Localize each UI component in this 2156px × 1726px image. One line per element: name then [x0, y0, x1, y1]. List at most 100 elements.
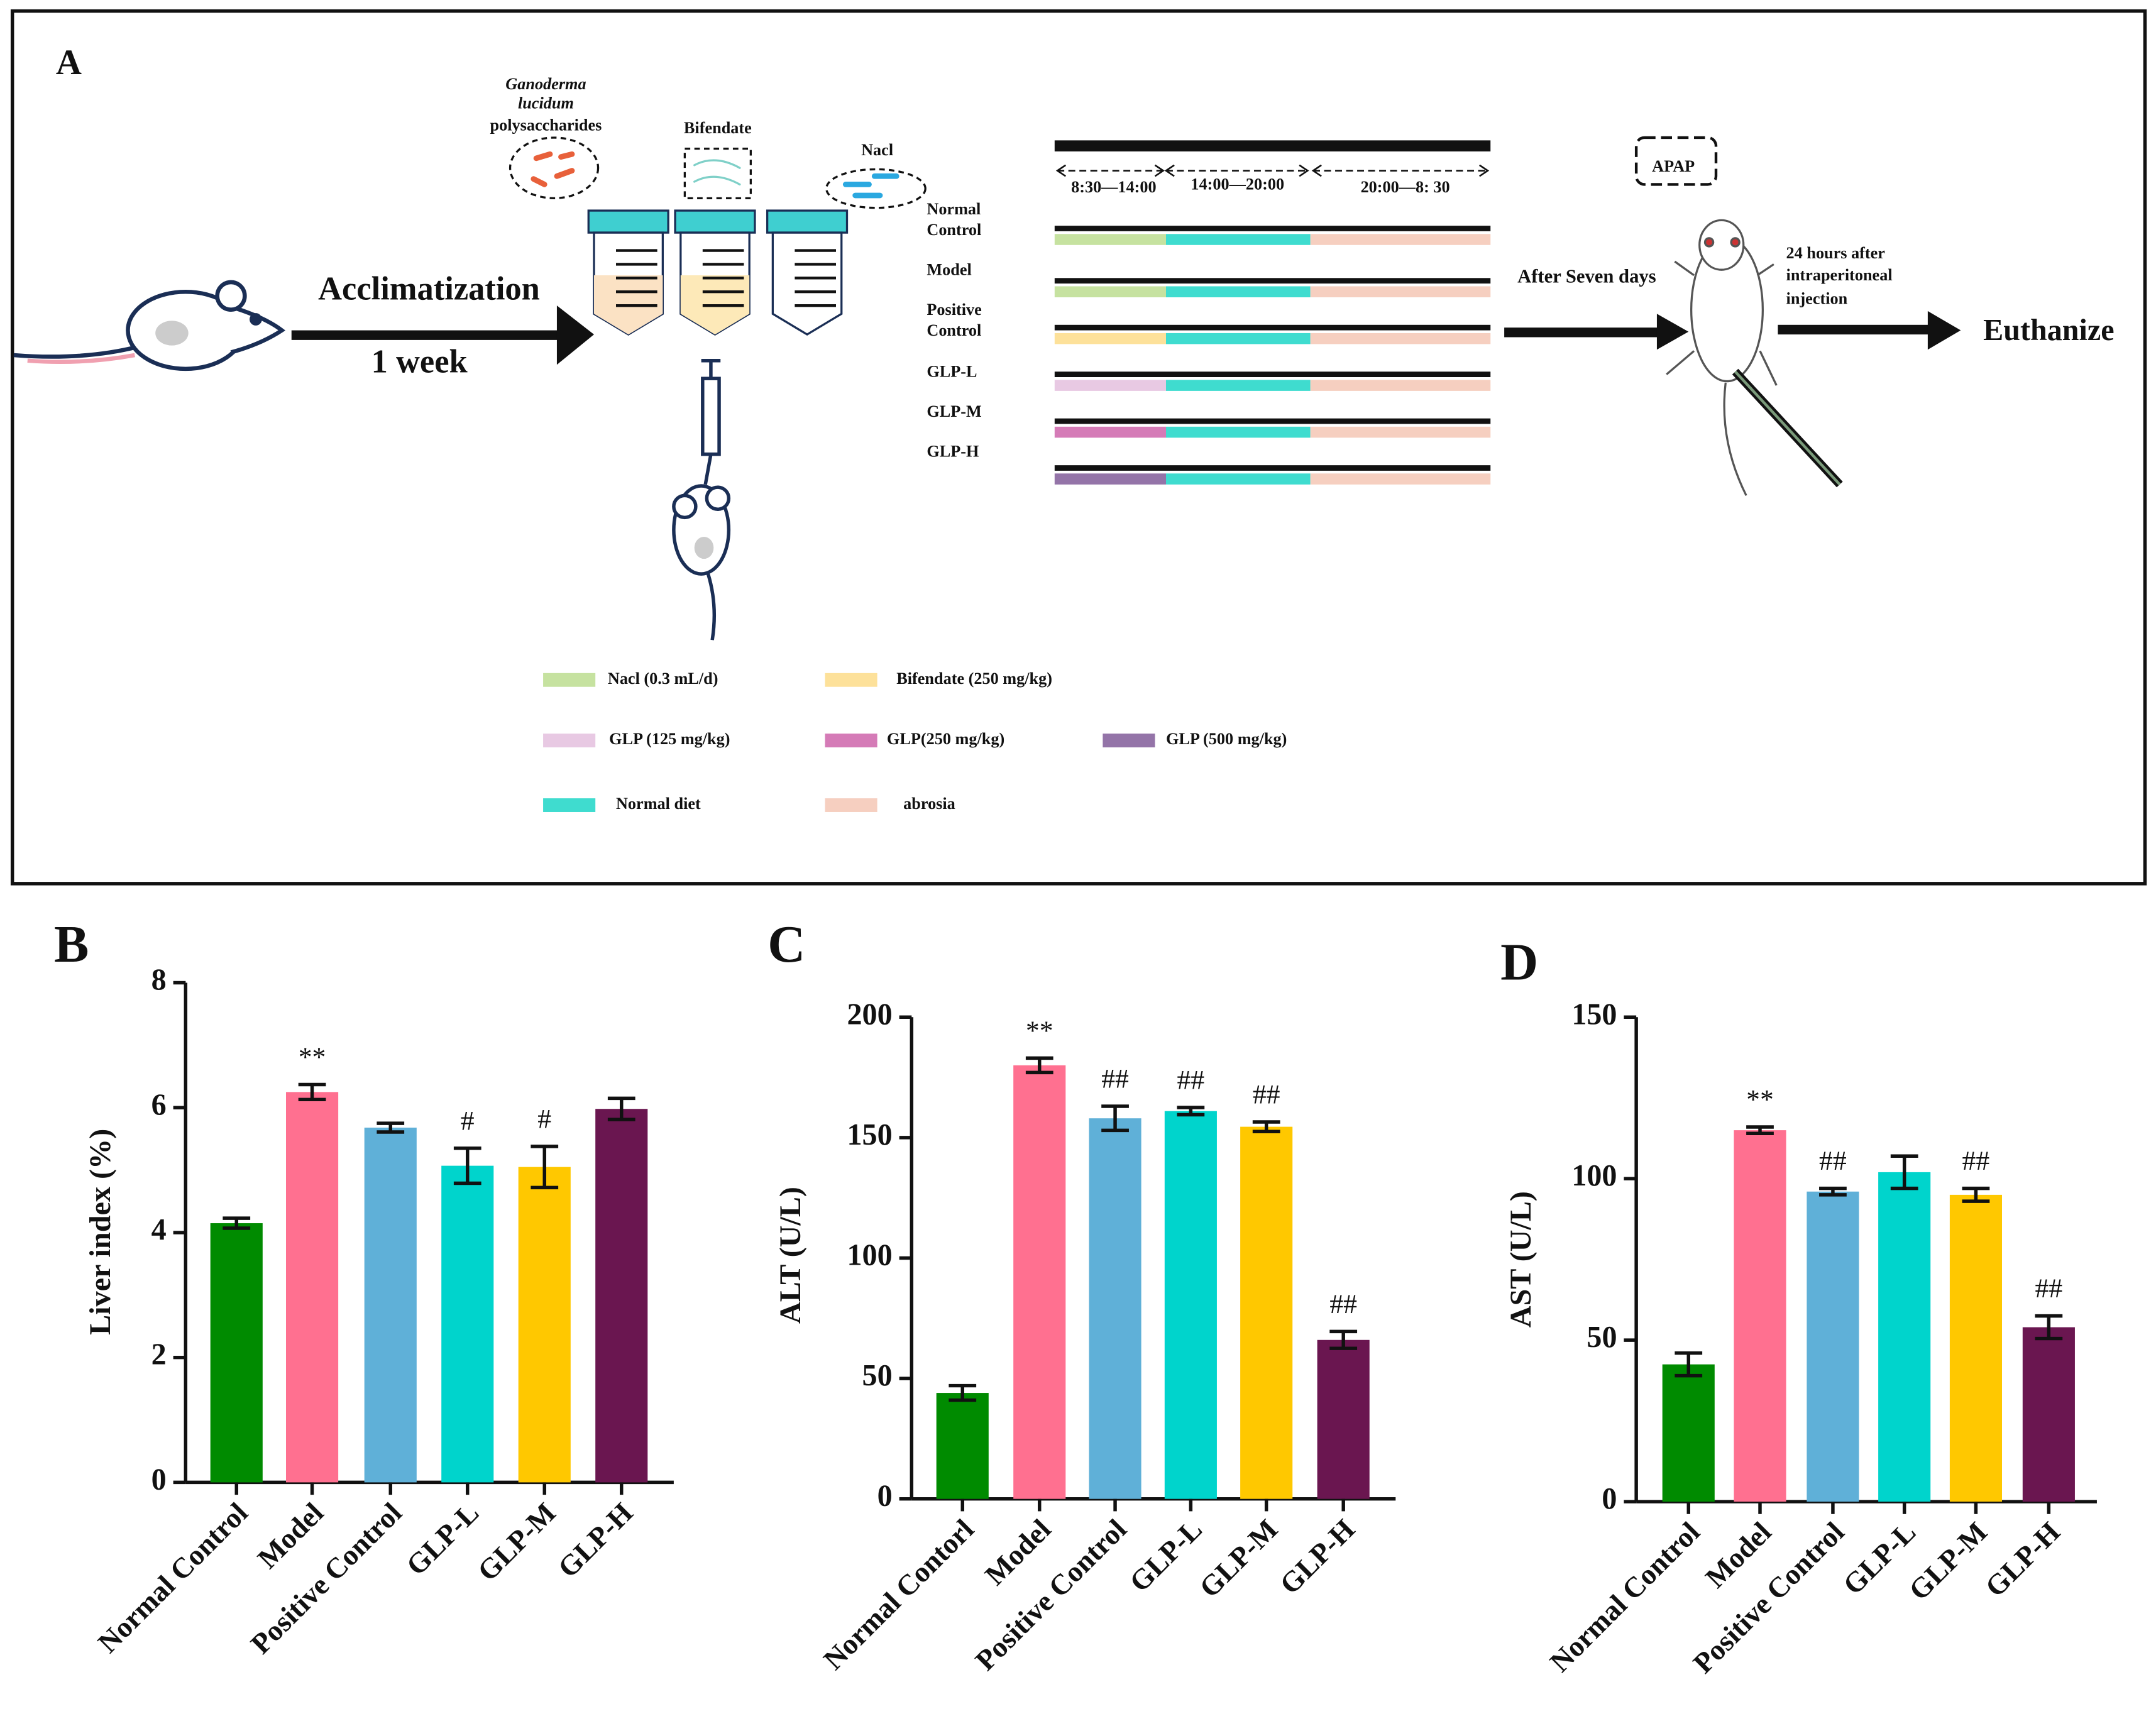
- y-axis-label: ALT (U/L): [774, 1187, 807, 1324]
- legend-swatch: [825, 798, 877, 812]
- group-segment: [1166, 426, 1311, 438]
- error-bar: [531, 1145, 559, 1190]
- bar: [1662, 1364, 1715, 1502]
- group-segment: [1166, 234, 1311, 245]
- group-segment: [1166, 380, 1311, 391]
- x-tick-label: GLP-H: [1273, 1513, 1361, 1600]
- significance-label: ##: [1253, 1080, 1280, 1110]
- y-tick-label: 100: [847, 1239, 893, 1272]
- group-segment: [1054, 426, 1166, 438]
- mouse-icon: [13, 280, 286, 371]
- x-tick-label: GLP-M: [471, 1497, 562, 1587]
- significance-label: ##: [1819, 1146, 1847, 1176]
- significance-label: ##: [1177, 1065, 1205, 1096]
- error-bar: [2035, 1314, 2063, 1341]
- rat-icon: [1666, 219, 1843, 497]
- x-tick-label: Normal Control: [1544, 1515, 1706, 1678]
- legend-label: GLP (500 mg/kg): [1166, 730, 1287, 748]
- legend-swatch: [1103, 734, 1155, 748]
- group-segment: [1166, 286, 1311, 297]
- reagent-label: Nacl: [861, 141, 893, 159]
- error-bar: [1329, 1329, 1358, 1350]
- error-bar: [298, 1082, 326, 1102]
- bar: [1949, 1194, 2002, 1502]
- y-tick-label: 0: [151, 1463, 167, 1496]
- error-bar: [949, 1383, 977, 1402]
- time-arrows: [1055, 164, 1490, 177]
- group-bar: [1054, 418, 1491, 424]
- y-tick-label: 2: [151, 1338, 167, 1371]
- step-label: 1 week: [371, 343, 468, 380]
- bar: [1317, 1339, 1370, 1499]
- error-bar: [223, 1216, 251, 1230]
- y-axis-label: Liver index (%): [84, 1129, 117, 1335]
- reagent-label: polysaccharides: [490, 116, 602, 134]
- bar: [936, 1393, 989, 1499]
- step-label: intraperitoneal: [1786, 266, 1893, 284]
- y-tick-label: 4: [151, 1213, 167, 1246]
- bar: [1734, 1130, 1786, 1502]
- bar: [441, 1165, 494, 1483]
- bar: [1089, 1118, 1141, 1499]
- bar: [595, 1109, 648, 1483]
- legend-swatch: [543, 798, 596, 812]
- panel-label: A: [56, 43, 82, 82]
- error-bar: [1177, 1106, 1205, 1117]
- group-segment: [1054, 380, 1166, 391]
- legend-label: abrosia: [903, 794, 955, 813]
- error-bar: [607, 1096, 635, 1121]
- time-label: 20:00—8: 30: [1361, 178, 1450, 196]
- group-segment: [1310, 473, 1491, 485]
- group-segment: [1054, 286, 1166, 297]
- reagent-icons: [509, 136, 927, 209]
- bar: [1164, 1111, 1217, 1499]
- error-bar: [453, 1146, 481, 1185]
- error-bar: [1962, 1186, 1990, 1203]
- bar: [1013, 1065, 1066, 1499]
- bar: [210, 1223, 263, 1483]
- panel-label: C: [767, 915, 805, 973]
- error-bar: [1890, 1154, 1918, 1190]
- significance-label: **: [1026, 1016, 1053, 1046]
- tubes: [587, 209, 849, 336]
- x-tick-label: GLP-M: [1193, 1513, 1284, 1603]
- significance-label: ##: [1329, 1289, 1357, 1319]
- gavage-icon: [672, 358, 731, 640]
- significance-label: **: [1746, 1085, 1774, 1115]
- legend-label: Bifendate (250 mg/kg): [896, 669, 1052, 688]
- group-bar: [1054, 371, 1491, 378]
- error-bar: [377, 1121, 405, 1134]
- reagent-marks: [531, 151, 899, 199]
- group-timelines: Normal Control Model Positive Control GLP-L GL…: [927, 200, 1491, 485]
- apap-box: [1634, 136, 1718, 186]
- group-segment: [1310, 380, 1491, 391]
- step-label: injection: [1786, 289, 1848, 307]
- y-tick-label: 200: [847, 998, 893, 1031]
- significance-label: ##: [1101, 1064, 1129, 1094]
- legend-label: GLP (125 mg/kg): [609, 730, 730, 748]
- bar: [286, 1092, 339, 1483]
- group-segment: [1310, 234, 1491, 245]
- bar: [518, 1167, 571, 1483]
- group-bar: [1054, 278, 1491, 284]
- y-tick-label: 0: [877, 1480, 893, 1513]
- y-tick-label: 50: [862, 1359, 893, 1392]
- group-segment: [1310, 286, 1491, 297]
- bar: [364, 1128, 417, 1483]
- y-tick-label: 100: [1571, 1159, 1617, 1192]
- group-segment: [1054, 333, 1166, 344]
- y-tick-label: 0: [1602, 1482, 1617, 1515]
- group-label: Control: [927, 221, 981, 239]
- error-bar: [1675, 1351, 1703, 1378]
- group-label: GLP-L: [927, 362, 977, 380]
- group-segment: [1054, 473, 1166, 485]
- step-label: 24 hours after: [1786, 244, 1886, 262]
- reagent-label: lucidum: [518, 94, 574, 112]
- y-tick-label: 8: [151, 964, 167, 997]
- group-label: GLP-M: [927, 402, 982, 421]
- timeline-bar: [1054, 140, 1491, 151]
- significance-label: ##: [2035, 1273, 2063, 1304]
- bar: [2022, 1327, 2075, 1502]
